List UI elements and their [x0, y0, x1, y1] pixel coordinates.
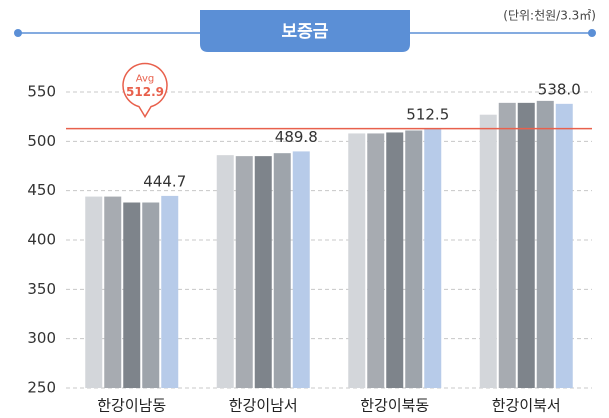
bar	[217, 155, 234, 388]
unit-label: (단위:천원/3.3㎡)	[503, 8, 596, 23]
bar	[518, 103, 535, 388]
header-dot	[14, 29, 22, 37]
y-tick-label: 400	[27, 231, 56, 249]
bar	[123, 203, 140, 388]
header-dot	[588, 29, 596, 37]
x-tick-label: 한강이남서	[229, 397, 298, 415]
value-label: 538.0	[538, 80, 581, 98]
bar	[236, 156, 253, 388]
bar	[556, 104, 573, 388]
y-tick-label: 550	[27, 83, 56, 101]
bar	[255, 156, 272, 388]
bar	[161, 196, 178, 388]
average-name: Avg	[136, 74, 155, 85]
bar	[480, 115, 497, 388]
y-tick-label: 300	[27, 329, 56, 347]
y-tick-label: 500	[27, 132, 56, 150]
y-tick-label: 250	[27, 379, 56, 397]
bar	[85, 197, 102, 388]
average-label: 512.9	[126, 85, 164, 99]
bar	[348, 133, 365, 388]
bar	[293, 151, 310, 388]
value-label: 512.5	[406, 106, 449, 124]
bar	[104, 197, 121, 388]
chart-title: 보증금	[282, 22, 329, 42]
bar	[367, 133, 384, 388]
bar	[499, 103, 516, 388]
chart: 보증금 (단위:천원/3.3㎡) 250 300 350 400 450 500 550 한강…	[0, 0, 609, 418]
x-tick-label: 한강이북서	[492, 397, 561, 415]
x-tick-label: 한강이남동	[97, 397, 166, 415]
bar	[537, 101, 554, 388]
value-label: 489.8	[275, 128, 318, 146]
bar	[405, 130, 422, 388]
value-label: 444.7	[143, 172, 186, 190]
bar	[386, 132, 403, 388]
bar	[424, 129, 441, 388]
y-tick-label: 350	[27, 280, 56, 298]
x-tick-label: 한강이북동	[360, 397, 429, 415]
bar	[274, 153, 291, 388]
bar	[142, 203, 159, 388]
y-tick-label: 450	[27, 181, 56, 199]
